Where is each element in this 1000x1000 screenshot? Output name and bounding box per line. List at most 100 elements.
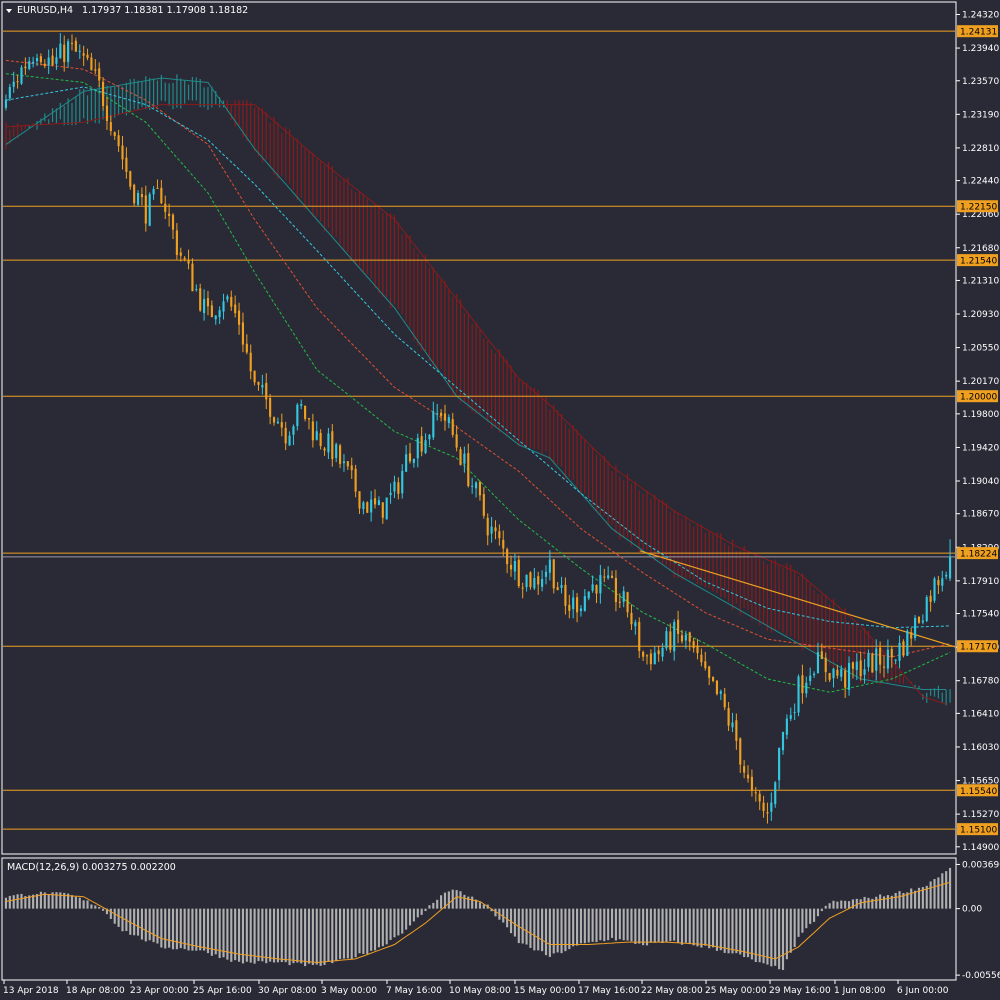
level-tag-label: 1.17170 bbox=[960, 643, 997, 653]
level-tag bbox=[957, 823, 998, 836]
macd-bar bbox=[754, 908, 757, 963]
macd-bar bbox=[801, 908, 804, 933]
macd-bar bbox=[424, 908, 427, 912]
macd-bar bbox=[509, 908, 513, 934]
candle-body bbox=[937, 580, 940, 586]
macd-bar bbox=[47, 894, 50, 909]
macd-bar bbox=[541, 908, 544, 952]
symbol-menu-triangle-icon[interactable] bbox=[6, 9, 12, 13]
candle-body bbox=[307, 418, 311, 420]
macd-axis[interactable]: 0.003696 0.00 -0.00556 bbox=[956, 860, 1000, 981]
trendline[interactable] bbox=[639, 550, 956, 648]
macd-bar bbox=[688, 908, 691, 944]
candle-body bbox=[463, 453, 466, 464]
candle-body bbox=[603, 576, 606, 578]
candle-body bbox=[607, 575, 610, 579]
price-panel[interactable] bbox=[3, 30, 956, 830]
candle-body bbox=[249, 352, 252, 372]
candle-body bbox=[350, 465, 353, 471]
candle-body bbox=[649, 653, 652, 665]
macd-bar bbox=[98, 906, 101, 909]
time-tick-label: 17 May 16:00 bbox=[578, 986, 640, 996]
macd-bar bbox=[715, 908, 719, 951]
candle-body bbox=[358, 491, 361, 509]
macd-bar bbox=[785, 908, 788, 960]
candle-body bbox=[933, 578, 936, 601]
price-tick-label: 1.14900 bbox=[962, 843, 999, 853]
candle-body bbox=[599, 574, 602, 594]
candle-body bbox=[486, 517, 489, 536]
candle-body bbox=[436, 413, 439, 415]
macd-bar bbox=[743, 908, 746, 958]
candle-body bbox=[700, 654, 703, 663]
candle-body bbox=[416, 437, 419, 459]
candle-body bbox=[20, 67, 23, 84]
macd-bar bbox=[851, 899, 854, 909]
chart-header: EURUSD,H4 1.17937 1.18381 1.17908 1.1818… bbox=[6, 5, 248, 16]
candle-body bbox=[276, 421, 279, 424]
macd-bar bbox=[440, 895, 443, 909]
macd-bar bbox=[70, 895, 74, 909]
candle-body bbox=[82, 53, 85, 56]
candle-body bbox=[587, 591, 590, 599]
macd-panel-frame bbox=[1, 857, 957, 981]
macd-bar bbox=[59, 892, 62, 909]
candle-body bbox=[929, 595, 932, 602]
candle-body bbox=[237, 310, 241, 325]
candle-body bbox=[824, 657, 827, 673]
level-tag-label: 1.21540 bbox=[960, 257, 997, 267]
macd-bar bbox=[805, 908, 808, 929]
macd-panel[interactable] bbox=[4, 867, 952, 970]
macd-bar bbox=[335, 908, 338, 962]
macd-bar bbox=[921, 887, 924, 909]
candle-body bbox=[541, 579, 544, 587]
candle-body bbox=[51, 55, 54, 66]
macd-bar bbox=[855, 898, 858, 909]
macd-bar bbox=[350, 908, 353, 959]
macd-bar bbox=[354, 908, 357, 958]
macd-bar bbox=[148, 908, 151, 941]
macd-bar bbox=[711, 908, 715, 948]
candle-body bbox=[890, 648, 893, 658]
candle-body bbox=[160, 187, 163, 204]
candle-body bbox=[556, 587, 559, 591]
macd-bar bbox=[420, 908, 423, 915]
candle-body bbox=[113, 132, 116, 136]
macd-bar bbox=[393, 908, 396, 938]
candle-body bbox=[677, 619, 680, 634]
candle-body bbox=[424, 440, 427, 454]
macd-histogram bbox=[4, 867, 952, 970]
candle-body bbox=[778, 747, 781, 781]
macd-bar bbox=[642, 908, 645, 946]
candle-body bbox=[144, 195, 147, 224]
candle-body bbox=[397, 482, 400, 494]
candle-body bbox=[482, 494, 485, 516]
macd-bar bbox=[296, 908, 299, 963]
macd-bar bbox=[78, 897, 81, 909]
candle-body bbox=[766, 812, 769, 814]
macd-bar bbox=[265, 908, 268, 964]
candle-body bbox=[735, 720, 738, 741]
candle-body bbox=[354, 468, 357, 492]
candle-body bbox=[265, 382, 268, 400]
candle-body bbox=[894, 659, 897, 661]
macd-bar bbox=[292, 908, 295, 964]
macd-bar bbox=[203, 908, 206, 951]
candle-body bbox=[630, 612, 633, 625]
macd-bar bbox=[261, 908, 264, 962]
candle-body bbox=[902, 641, 905, 656]
macd-bar bbox=[929, 881, 932, 909]
candle-body bbox=[832, 668, 835, 679]
candle-body bbox=[525, 574, 528, 588]
candle-body bbox=[451, 419, 454, 435]
time-axis[interactable]: 13 Apr 2018 18 Apr 08:00 23 Apr 00:00 25 Ap… bbox=[3, 980, 949, 996]
macd-bar bbox=[272, 908, 276, 963]
macd-bar bbox=[436, 899, 439, 909]
macd-bar bbox=[576, 908, 579, 946]
candle-body bbox=[813, 673, 816, 676]
candle-body bbox=[179, 252, 182, 256]
macd-bar bbox=[300, 908, 303, 964]
macd-bar bbox=[537, 908, 540, 951]
macd-bar bbox=[847, 901, 851, 909]
